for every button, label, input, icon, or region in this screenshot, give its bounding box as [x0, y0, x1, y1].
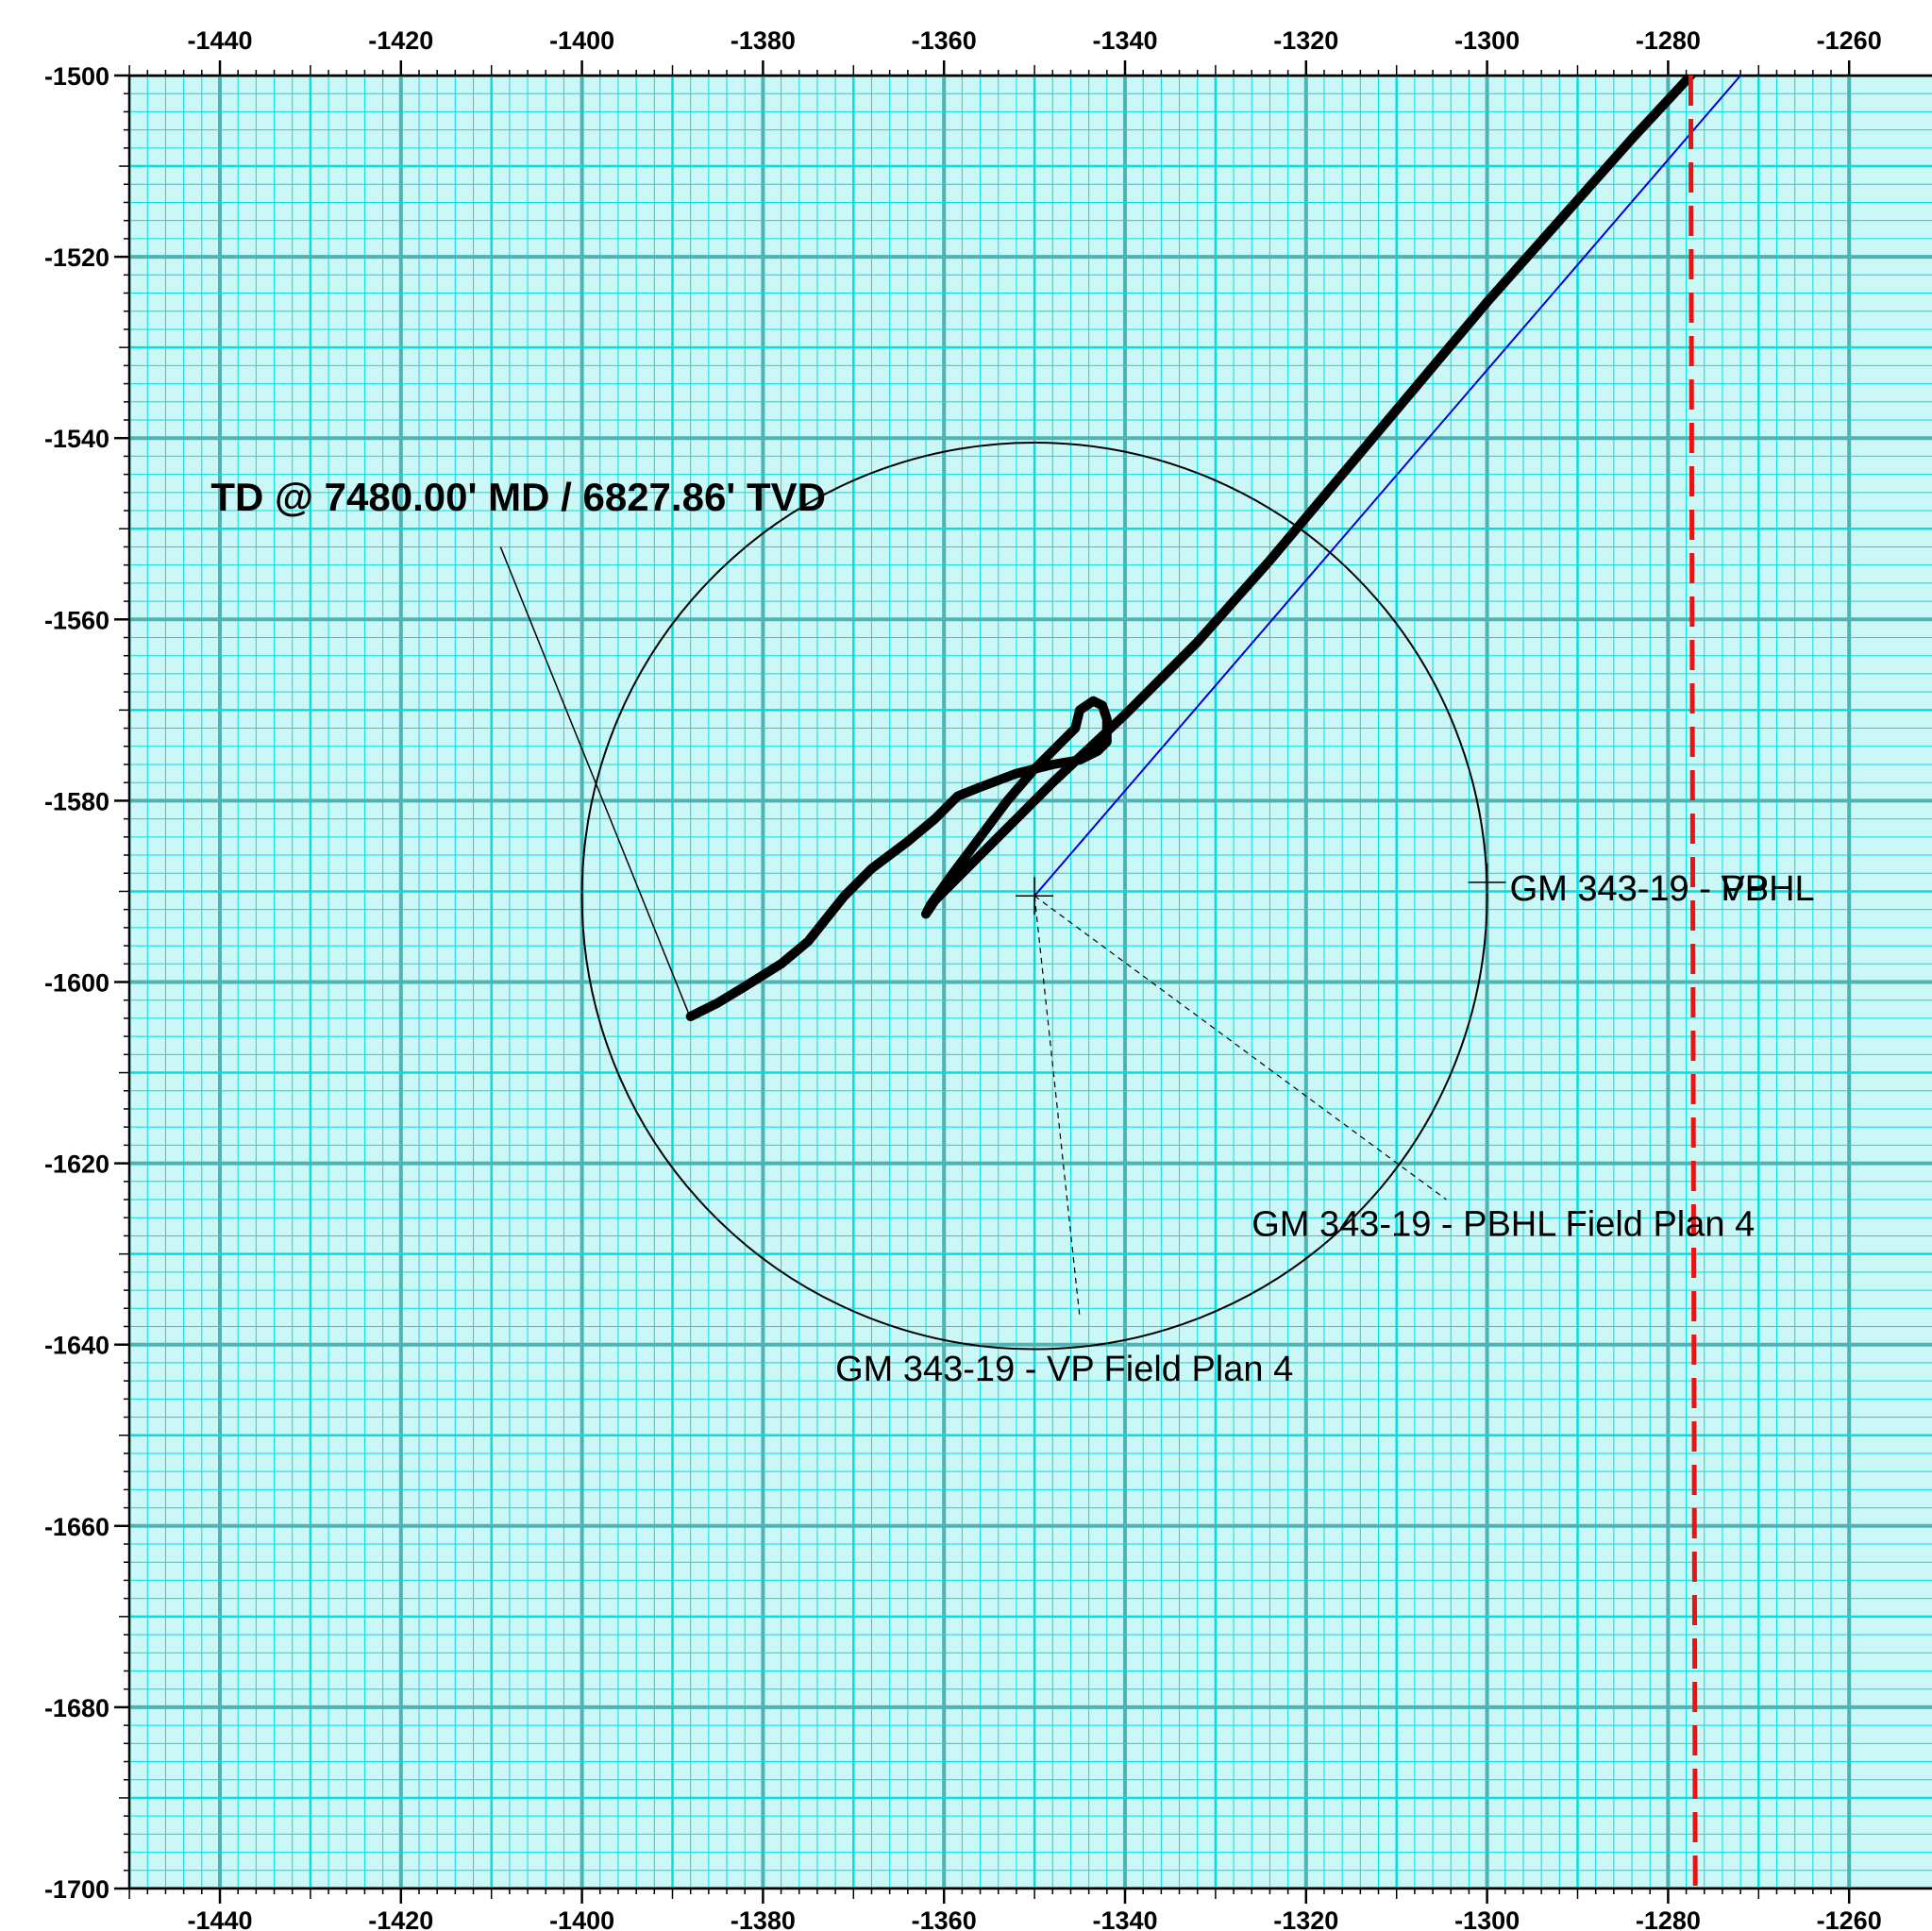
- x-tick-label-top: -1300: [1454, 26, 1520, 55]
- x-tick-label-bottom: -1420: [368, 1906, 433, 1931]
- x-tick-label-bottom: -1280: [1636, 1906, 1701, 1931]
- x-tick-label-top: -1320: [1273, 26, 1338, 55]
- annotation-pointer: [1033, 895, 1447, 1201]
- x-tick-label-bottom: -1380: [731, 1906, 796, 1931]
- x-tick-label-top: -1280: [1636, 26, 1701, 55]
- annotation-label: GM 343-19 - PBHL: [1510, 869, 1815, 909]
- annotation-label: GM 343-19 - PBHL Field Plan 4: [1252, 1204, 1755, 1244]
- x-tick-label-top: -1420: [368, 26, 433, 55]
- plan-line: [1033, 76, 1741, 897]
- y-tick-label: -1620: [44, 1150, 109, 1179]
- y-tick-label: -1520: [44, 243, 109, 272]
- grid: [129, 76, 1932, 1889]
- annotations: TD @ 7480.00' MD / 6827.86' TVD GM 343-19…: [210, 475, 1814, 1389]
- y-tick-label: -1680: [44, 1694, 109, 1722]
- y-tick-label: -1540: [44, 425, 109, 453]
- annotation-label: GM 343-19 - VP Field Plan 4: [835, 1350, 1293, 1389]
- y-tick-label: -1500: [44, 62, 109, 91]
- y-tick-label: -1600: [44, 969, 109, 998]
- y-tick-label: -1660: [44, 1513, 109, 1541]
- actual-wellpath: [685, 76, 1696, 1021]
- x-tick-label-bottom: -1400: [549, 1906, 614, 1931]
- x-tick-label-top: -1400: [549, 26, 614, 55]
- x-tick-label-bottom: -1360: [912, 1906, 977, 1931]
- axes: -1440 -1440 -1420 -1420 -1400 -1400 -1380 -1380…: [44, 26, 1932, 1931]
- series-layer: [580, 76, 1741, 1889]
- annotation-label: GM 343-19 - VP: [1510, 869, 1770, 909]
- x-tick-label-bottom: -1260: [1817, 1906, 1882, 1931]
- x-tick-label-bottom: -1300: [1454, 1906, 1520, 1931]
- x-tick-label-bottom: -1340: [1092, 1906, 1157, 1931]
- x-tick-label-top: -1260: [1817, 26, 1882, 55]
- annotation-label: TD @ 7480.00' MD / 6827.86' TVD: [210, 475, 826, 519]
- x-tick-label-top: -1440: [187, 26, 252, 55]
- y-tick-label: -1580: [44, 787, 109, 815]
- annotation-pointer: [499, 546, 692, 1019]
- x-tick-label-top: -1380: [731, 26, 796, 55]
- y-tick-label: -1640: [44, 1332, 109, 1360]
- annotation-pointer: [1033, 896, 1081, 1318]
- y-tick-label: -1700: [44, 1875, 109, 1904]
- x-tick-label-bottom: -1440: [187, 1906, 252, 1931]
- x-tick-label-top: -1360: [912, 26, 977, 55]
- y-tick-label: -1560: [44, 606, 109, 634]
- x-tick-label-top: -1340: [1092, 26, 1157, 55]
- x-tick-label-bottom: -1320: [1273, 1906, 1338, 1931]
